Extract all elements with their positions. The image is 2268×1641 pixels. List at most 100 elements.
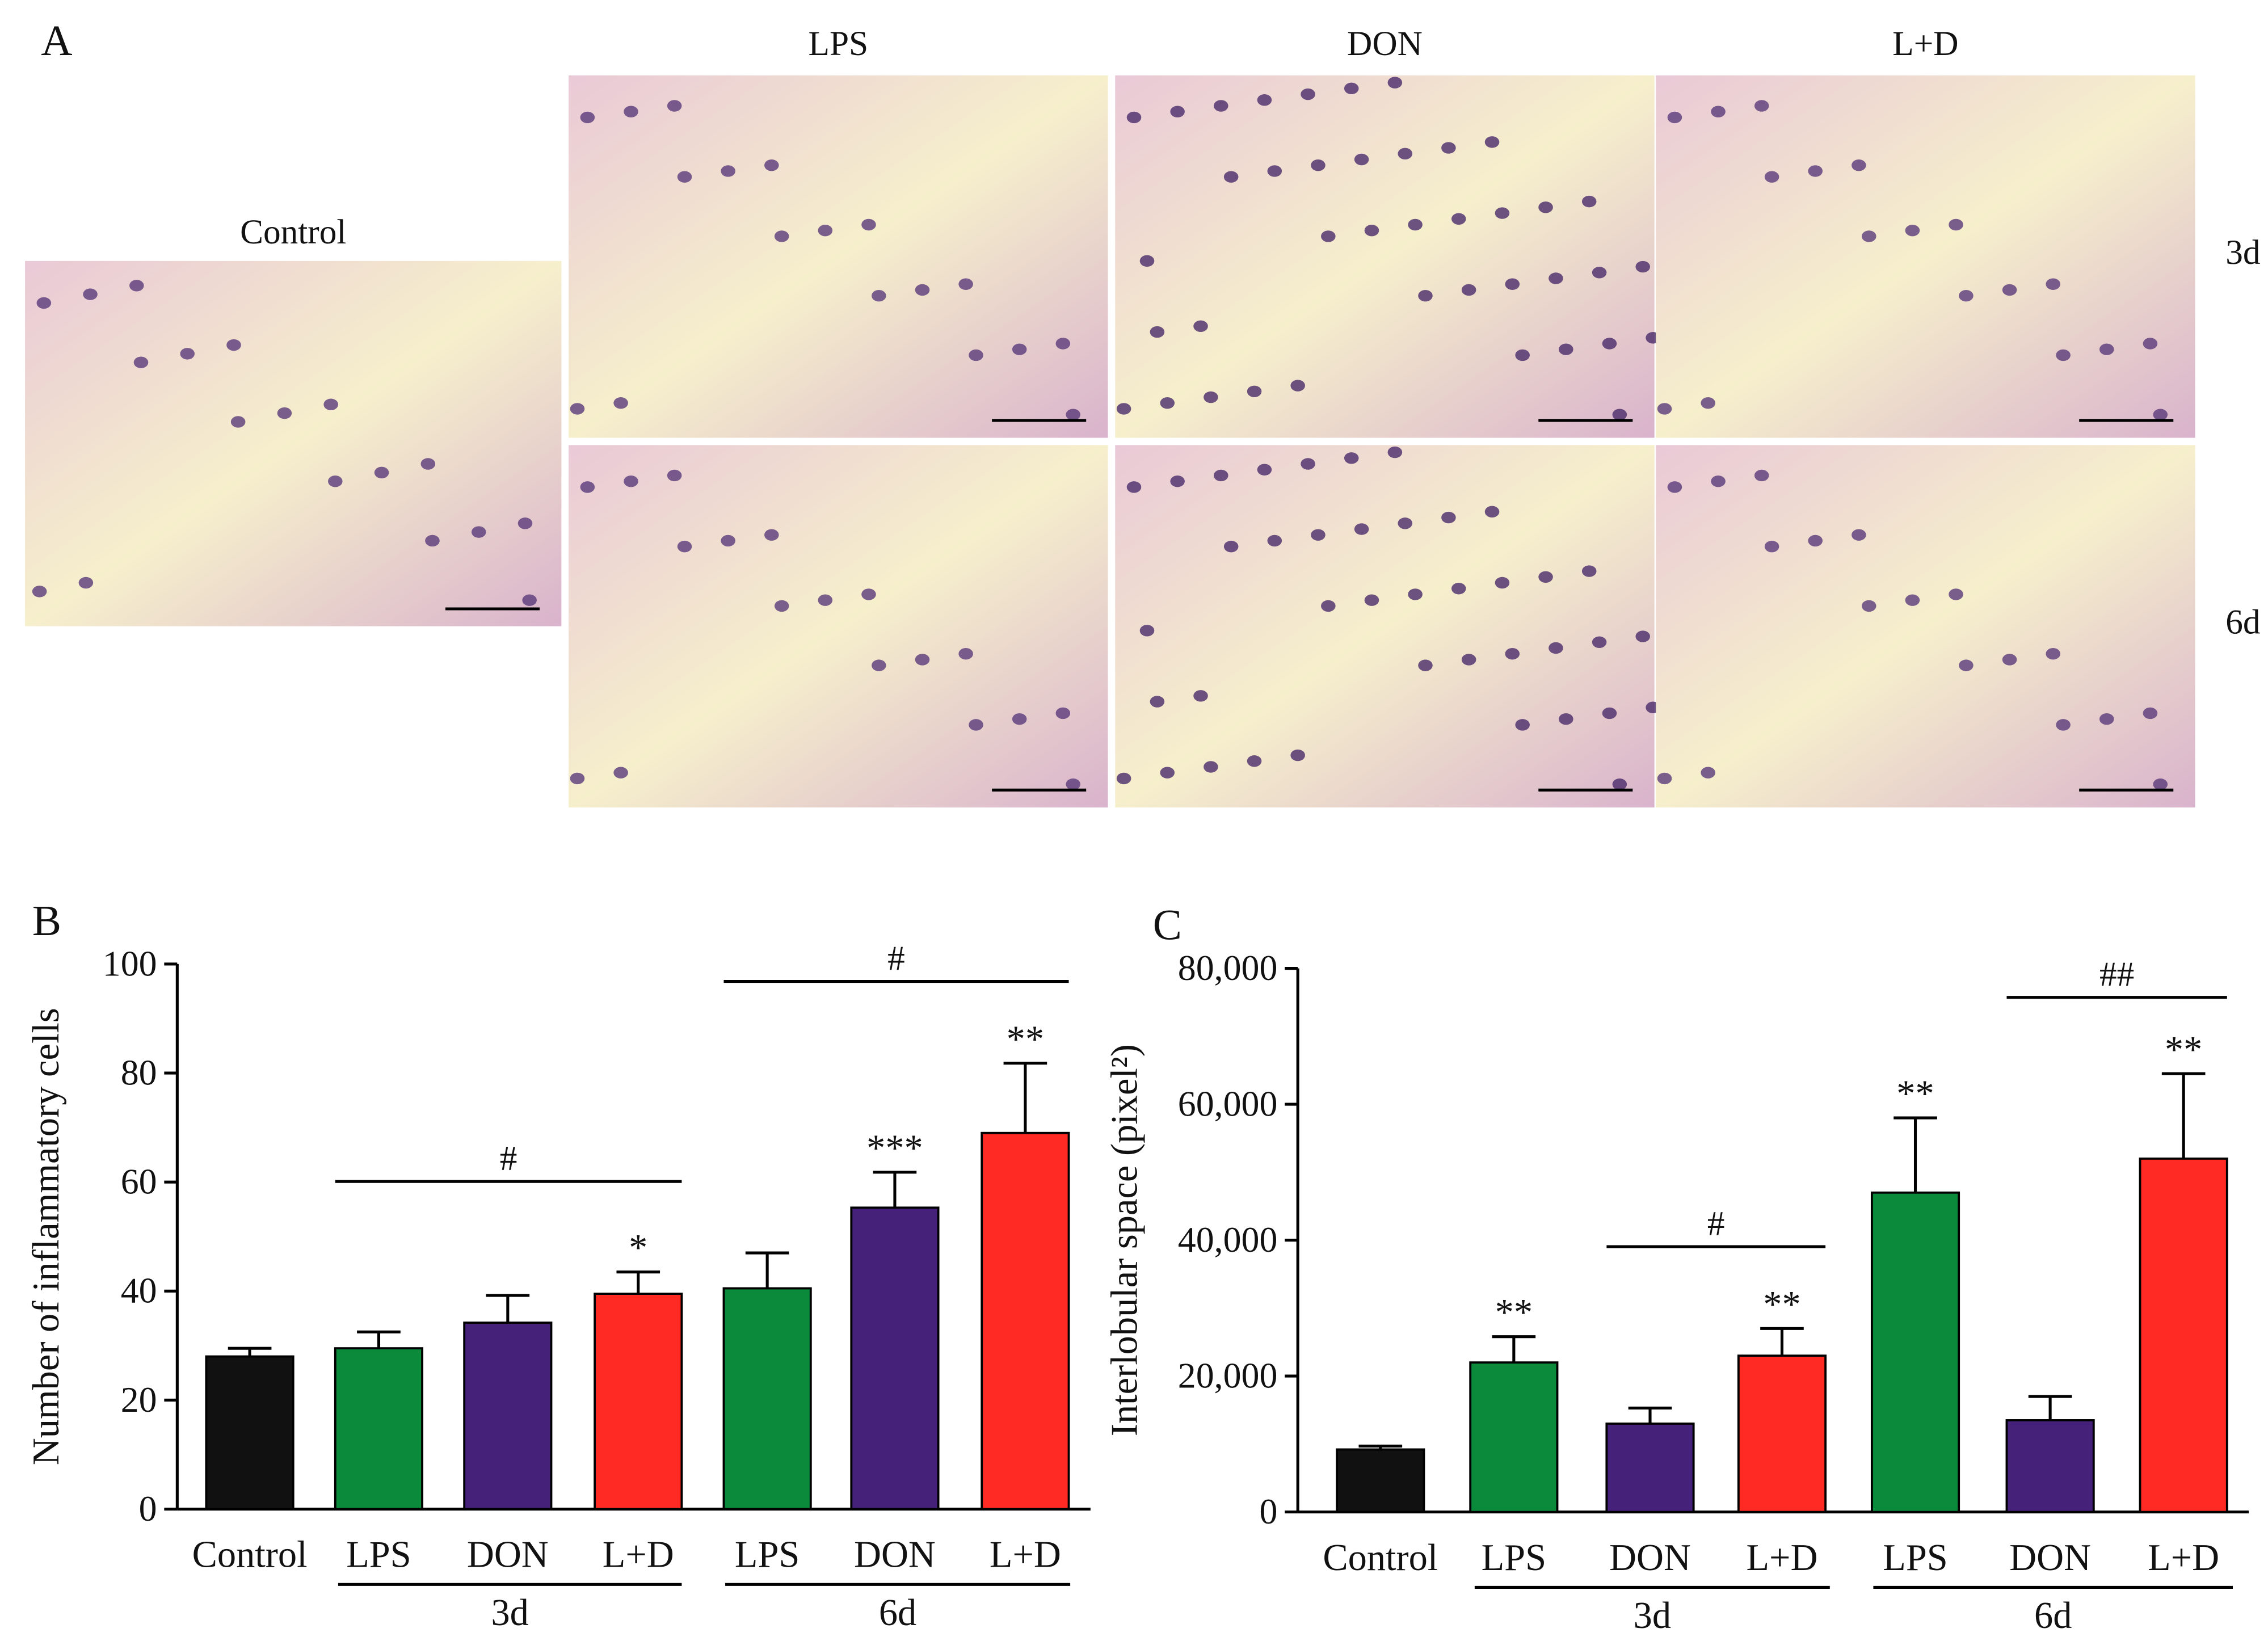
nucleus (1549, 642, 1563, 654)
nucleus (1193, 320, 1208, 333)
x-tick-label: LPS (1482, 1537, 1546, 1579)
image-label: Control (240, 213, 346, 251)
nucleus (1861, 230, 1876, 242)
nucleus (425, 535, 440, 547)
y-tick-label: 100 (103, 943, 157, 983)
nucleus (721, 165, 735, 177)
bar (334, 1347, 424, 1510)
nucleus (1808, 165, 1823, 177)
significance: * (629, 1227, 647, 1269)
nucleus (969, 719, 983, 731)
nucleus (1505, 647, 1520, 660)
nucleus (613, 767, 628, 779)
nucleus (1301, 458, 1315, 470)
nucleus (83, 288, 98, 300)
nucleus (1959, 289, 1974, 302)
nucleus (764, 529, 779, 541)
nucleus (420, 458, 436, 470)
nucleus (1066, 409, 1080, 420)
nucleus (1290, 749, 1305, 761)
row-label: 3d (2225, 233, 2260, 272)
nucleus (226, 339, 241, 351)
nucleus (1495, 577, 1510, 589)
nucleus (677, 540, 692, 553)
x-tick-label: Control (192, 1534, 308, 1576)
nucleus (1267, 535, 1282, 547)
bar (594, 1293, 683, 1510)
y-tick-label: 60 (121, 1162, 157, 1202)
bar (1469, 1361, 1559, 1513)
x-tick-label: LPS (1883, 1537, 1947, 1579)
y-tick-label: 80 (121, 1052, 157, 1092)
nucleus (1193, 690, 1208, 702)
nucleus (1711, 475, 1726, 487)
nucleus (1116, 403, 1131, 415)
micrograph (569, 75, 1108, 438)
y-axis-label: Interlobular space (pixel²) (1104, 1044, 1146, 1436)
nucleus (1905, 594, 1920, 606)
nucleus (861, 218, 876, 231)
nucleus (1387, 77, 1403, 89)
nucleus (1612, 409, 1627, 420)
nucleus (1581, 565, 1597, 577)
bar (463, 1322, 553, 1510)
nucleus (1635, 630, 1650, 642)
bar (850, 1206, 940, 1510)
significance: ** (1896, 1074, 1934, 1115)
nucleus (1538, 571, 1553, 583)
bar (2139, 1157, 2228, 1513)
nucleus (1139, 625, 1155, 637)
nucleus (1116, 772, 1131, 785)
nucleus (1852, 529, 1866, 541)
nucleus (1764, 540, 1779, 553)
nucleus (915, 654, 930, 666)
nucleus (613, 397, 628, 409)
micrograph (1115, 445, 1655, 808)
nucleus (1764, 171, 1779, 183)
panel-label: A (41, 16, 72, 65)
nucleus (1311, 159, 1326, 171)
y-tick-label: 20,000 (1178, 1356, 1278, 1396)
nucleus (1160, 397, 1175, 409)
nucleus (1635, 260, 1650, 273)
nucleus (1592, 267, 1607, 279)
nucleus (1344, 452, 1359, 464)
nucleus (1321, 600, 1336, 612)
nucleus (1398, 517, 1413, 529)
nucleus (1612, 778, 1627, 790)
nucleus (1484, 506, 1500, 518)
significance: ** (1007, 1019, 1044, 1060)
x-tick-label: Control (1323, 1537, 1438, 1579)
bracket-label: # (887, 939, 905, 978)
nucleus (2143, 338, 2158, 350)
group-label: 3d (1634, 1595, 1671, 1636)
nucleus (1170, 475, 1185, 487)
nucleus (1214, 469, 1228, 482)
nucleus (1559, 343, 1573, 355)
nucleus (1959, 659, 1974, 671)
nucleus (1484, 136, 1500, 148)
nucleus (1667, 111, 1682, 124)
micrograph (1115, 75, 1655, 438)
nucleus (2002, 284, 2017, 296)
nucleus (1247, 385, 1262, 398)
bar (1870, 1191, 1960, 1513)
bar (981, 1131, 1070, 1510)
nucleus (1559, 713, 1573, 725)
nucleus (2099, 343, 2114, 355)
column-label: LPS (809, 24, 869, 63)
nucleus (1461, 284, 1476, 296)
nucleus (1290, 380, 1305, 392)
nucleus (1214, 100, 1228, 112)
nucleus (1808, 535, 1823, 547)
nucleus (1905, 224, 1920, 237)
micrograph (569, 445, 1108, 808)
x-tick-label: DON (2009, 1537, 2091, 1579)
nucleus (1505, 278, 1520, 290)
nucleus (1754, 100, 1769, 112)
nucleus (570, 772, 585, 785)
nucleus (1150, 326, 1165, 338)
nucleus (1223, 171, 1239, 183)
nucleus (1408, 218, 1423, 231)
